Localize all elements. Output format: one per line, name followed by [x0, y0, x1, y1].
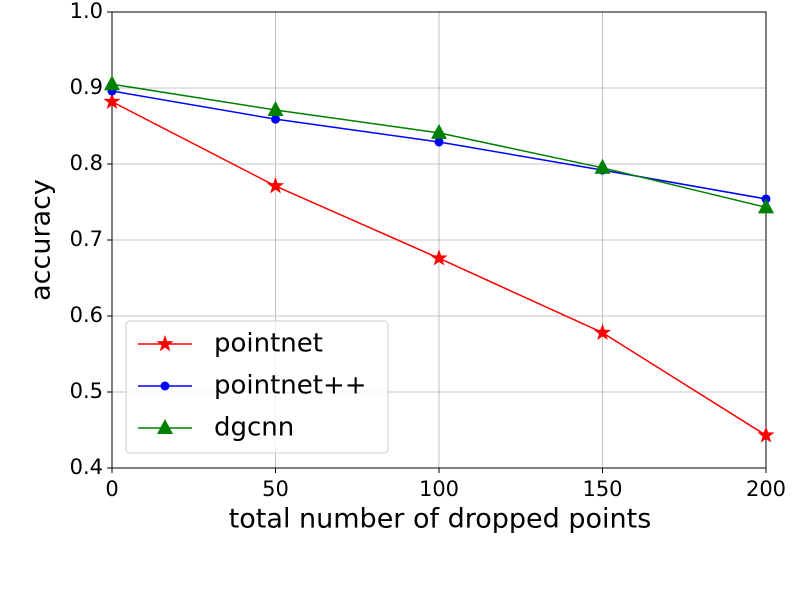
marker — [266, 177, 285, 194]
y-tick-label: 1.0 — [70, 0, 103, 23]
y-axis-label: accuracy — [26, 179, 57, 301]
x-tick-label: 0 — [105, 477, 118, 501]
marker — [431, 123, 447, 139]
marker — [594, 158, 611, 174]
marker — [267, 101, 284, 117]
marker — [156, 335, 174, 352]
marker — [434, 137, 444, 147]
legend-label: dgcnn — [214, 413, 294, 443]
legend-label: pointnet — [214, 329, 323, 359]
y-tick-label: 0.4 — [70, 455, 103, 479]
legend: pointnet pointnet++ dgcnn — [125, 320, 389, 454]
x-axis-label: total number of dropped points — [229, 504, 652, 535]
x-tick-label: 50 — [262, 477, 289, 501]
marker — [160, 381, 170, 391]
y-tick-label: 0.7 — [70, 227, 103, 251]
y-tick-label: 0.9 — [70, 75, 103, 99]
y-tick-label: 0.8 — [70, 151, 103, 175]
x-tick-label: 200 — [746, 477, 786, 501]
y-tick-label: 0.5 — [70, 379, 103, 403]
y-tick-label: 0.6 — [70, 303, 103, 327]
marker — [271, 114, 280, 124]
marker — [103, 92, 121, 109]
marker — [430, 249, 448, 266]
x-tick-label: 100 — [419, 477, 459, 501]
marker — [757, 426, 775, 443]
legend-frame — [125, 320, 389, 454]
x-tick-label: 150 — [582, 477, 622, 501]
legend-label: pointnet++ — [214, 371, 367, 401]
marker — [758, 198, 774, 214]
plot-frame — [111, 11, 767, 469]
marker — [593, 323, 612, 340]
marker — [157, 419, 173, 434]
marker — [104, 75, 120, 91]
